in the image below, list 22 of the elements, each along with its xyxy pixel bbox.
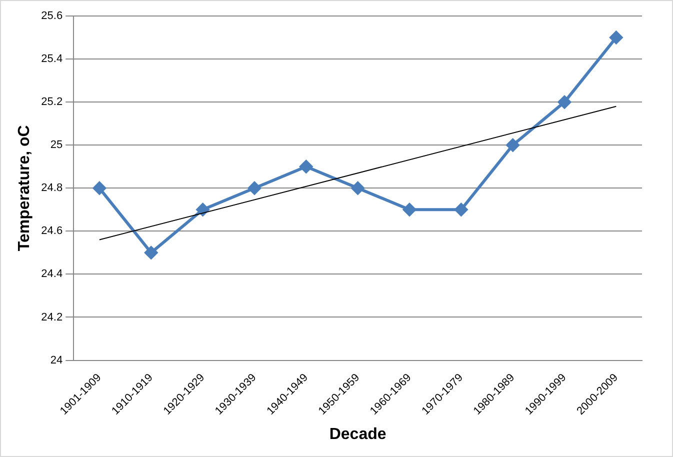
point — [144, 246, 158, 260]
point — [248, 182, 261, 195]
point — [506, 138, 520, 152]
x-axis-title: Decade — [329, 426, 386, 443]
y-tick-label: 24.4 — [41, 268, 63, 280]
y-tick-label: 24.2 — [41, 311, 63, 324]
point — [454, 203, 468, 216]
y-tick-label: 24.6 — [41, 225, 63, 238]
y-tick-label: 24 — [50, 354, 63, 366]
point — [300, 160, 313, 174]
y-tick-label: 25.6 — [41, 10, 63, 22]
point — [92, 182, 106, 195]
point — [402, 203, 416, 216]
y-tick-label: 25 — [50, 139, 63, 152]
point — [610, 31, 623, 44]
y-tick-label: 24.8 — [41, 182, 63, 194]
y-tick-label: 25.2 — [41, 96, 63, 108]
y-tick-label: 25.4 — [41, 53, 63, 66]
point — [558, 96, 571, 109]
point — [196, 203, 210, 216]
y-axis-title: Temperature, oC — [16, 124, 34, 252]
point — [351, 182, 364, 195]
